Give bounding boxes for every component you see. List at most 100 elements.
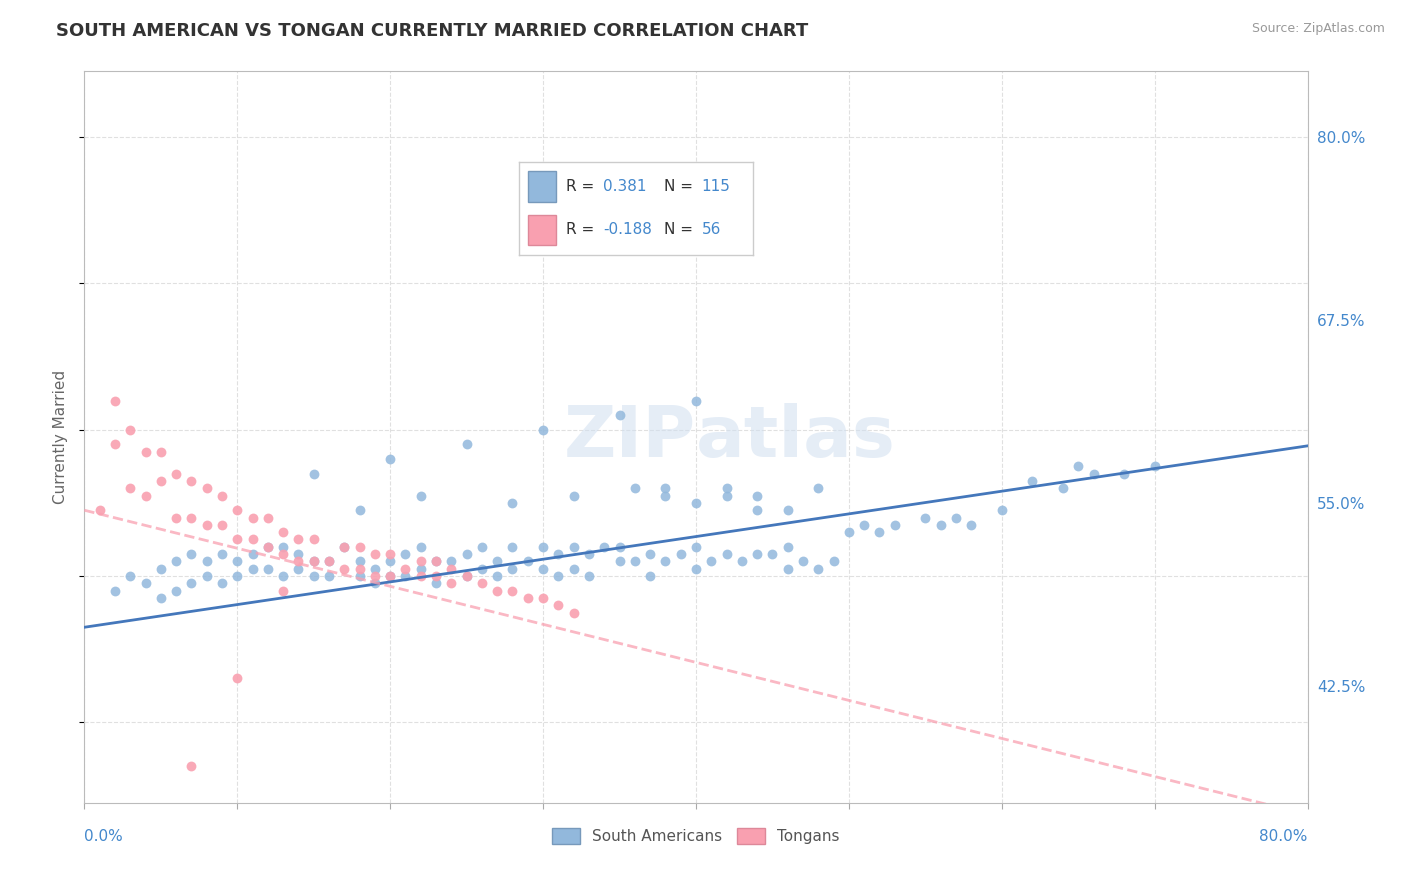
Point bbox=[747, 547, 769, 561]
Point bbox=[776, 540, 799, 554]
Point bbox=[654, 481, 676, 495]
Point bbox=[104, 583, 127, 598]
Point bbox=[716, 547, 738, 561]
Point bbox=[440, 554, 463, 568]
Point bbox=[1021, 474, 1043, 488]
Point bbox=[380, 569, 402, 583]
FancyBboxPatch shape bbox=[529, 171, 557, 202]
Point bbox=[409, 540, 432, 554]
Point bbox=[226, 554, 249, 568]
Point bbox=[609, 408, 631, 422]
Point bbox=[991, 503, 1014, 517]
Point bbox=[165, 467, 187, 481]
Point bbox=[685, 540, 707, 554]
Point bbox=[502, 583, 524, 598]
Point bbox=[226, 503, 249, 517]
Point bbox=[211, 576, 233, 591]
Point bbox=[593, 540, 616, 554]
Point bbox=[287, 533, 309, 547]
Point bbox=[425, 554, 447, 568]
Text: N =: N = bbox=[664, 178, 699, 194]
Point bbox=[271, 525, 294, 540]
Point bbox=[149, 444, 172, 458]
Point bbox=[807, 481, 830, 495]
Point bbox=[287, 547, 309, 561]
Point bbox=[302, 467, 325, 481]
Point bbox=[1143, 459, 1166, 474]
Point bbox=[456, 437, 478, 451]
Point bbox=[149, 562, 172, 576]
Point bbox=[380, 554, 402, 568]
Point bbox=[883, 517, 905, 532]
Point bbox=[409, 562, 432, 576]
Point bbox=[609, 540, 631, 554]
Text: 0.381: 0.381 bbox=[603, 178, 647, 194]
Point bbox=[502, 540, 524, 554]
Point bbox=[149, 474, 172, 488]
Point bbox=[807, 562, 830, 576]
Point bbox=[211, 547, 233, 561]
Point bbox=[364, 562, 387, 576]
Point bbox=[180, 547, 202, 561]
Text: 80.0%: 80.0% bbox=[1260, 830, 1308, 844]
Point bbox=[425, 576, 447, 591]
Point bbox=[302, 554, 325, 568]
Point bbox=[120, 569, 142, 583]
Point bbox=[425, 569, 447, 583]
Text: 0.0%: 0.0% bbox=[84, 830, 124, 844]
Point bbox=[471, 562, 494, 576]
Point bbox=[761, 547, 783, 561]
Point bbox=[257, 540, 280, 554]
Point bbox=[716, 481, 738, 495]
Point bbox=[531, 591, 554, 605]
Point bbox=[394, 562, 416, 576]
Point bbox=[349, 554, 371, 568]
Point bbox=[257, 510, 280, 524]
Point bbox=[242, 533, 264, 547]
Point bbox=[271, 540, 294, 554]
Point bbox=[486, 554, 509, 568]
Point bbox=[318, 569, 340, 583]
Point bbox=[180, 759, 202, 773]
Point bbox=[149, 591, 172, 605]
Point bbox=[195, 569, 218, 583]
Point bbox=[135, 489, 157, 503]
Point bbox=[425, 554, 447, 568]
Point bbox=[409, 569, 432, 583]
Point bbox=[135, 576, 157, 591]
Point bbox=[562, 540, 585, 554]
Point bbox=[349, 540, 371, 554]
Point bbox=[242, 510, 264, 524]
Point bbox=[380, 569, 402, 583]
Text: N =: N = bbox=[664, 222, 699, 237]
Point bbox=[364, 569, 387, 583]
Point bbox=[502, 496, 524, 510]
Point bbox=[471, 540, 494, 554]
Point bbox=[838, 525, 860, 540]
Point bbox=[333, 540, 356, 554]
Point bbox=[531, 562, 554, 576]
Point bbox=[792, 554, 814, 568]
Point bbox=[211, 489, 233, 503]
Y-axis label: Currently Married: Currently Married bbox=[53, 370, 69, 504]
Text: -0.188: -0.188 bbox=[603, 222, 652, 237]
Point bbox=[333, 562, 356, 576]
Point bbox=[731, 554, 754, 568]
Point bbox=[135, 444, 157, 458]
Text: 56: 56 bbox=[702, 222, 721, 237]
Point bbox=[685, 496, 707, 510]
Point bbox=[364, 547, 387, 561]
Point bbox=[547, 569, 569, 583]
Point bbox=[89, 503, 111, 517]
Text: 115: 115 bbox=[702, 178, 731, 194]
Point bbox=[195, 554, 218, 568]
Point bbox=[654, 554, 676, 568]
Point bbox=[364, 576, 387, 591]
Point bbox=[929, 517, 952, 532]
Point bbox=[471, 576, 494, 591]
Point bbox=[165, 510, 187, 524]
Point bbox=[318, 554, 340, 568]
Point bbox=[120, 481, 142, 495]
Point bbox=[226, 533, 249, 547]
Point bbox=[242, 562, 264, 576]
